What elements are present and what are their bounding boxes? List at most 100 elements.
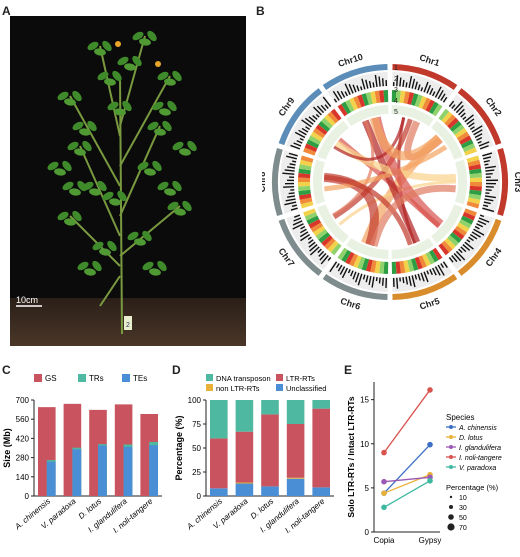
size-legend-label: 30 — [459, 505, 467, 512]
legend-label: TRs — [89, 374, 104, 383]
legend-label: DNA transposon — [216, 374, 271, 383]
stack-segment — [210, 400, 228, 438]
y-tick-label: 0 — [25, 492, 30, 501]
scale-text: 10cm — [16, 295, 38, 305]
legend-swatch — [78, 374, 86, 382]
plant-photo: 2 10cm — [10, 16, 246, 346]
size-dot — [447, 523, 454, 530]
data-point — [381, 504, 387, 510]
legend-label: TEs — [133, 374, 147, 383]
y-tick-label: 50 — [192, 444, 201, 453]
track-number: 5 — [394, 109, 398, 116]
heatmap-cell — [298, 182, 310, 186]
density-bar — [397, 278, 398, 289]
stack-segment — [287, 479, 305, 496]
y-tick-label: 5 — [365, 484, 370, 493]
y-axis-label: Solo LTR-RTs / Intact LTR-RTs — [346, 396, 356, 517]
series-line — [384, 390, 430, 453]
chr-label: Chr10 — [337, 52, 364, 69]
legend-label: I. glandulifera — [459, 445, 501, 452]
category-label: Gypsy — [419, 536, 442, 545]
circos-svg: Chr1Chr2Chr3Chr4Chr5Chr6Chr7Chr8Chr9Chr1… — [262, 10, 520, 354]
y-tick-label: 15 — [360, 396, 369, 405]
chr-label: Chr5 — [418, 296, 441, 312]
legend-dot — [449, 455, 453, 459]
chr-label: Chr6 — [339, 296, 362, 312]
legend-swatch — [122, 374, 130, 382]
legend-swatch — [34, 374, 42, 382]
data-point — [427, 387, 433, 393]
y-tick-label: 100 — [188, 396, 202, 405]
density-bar — [373, 82, 374, 87]
legend-swatch — [276, 384, 283, 391]
density-bar — [406, 82, 407, 87]
size-dot — [448, 514, 454, 520]
size-legend-title: Percentage (%) — [446, 483, 499, 492]
data-point — [381, 450, 387, 456]
y-tick-label: 0 — [365, 528, 370, 537]
legend-label: A. chinensis — [458, 425, 497, 432]
size-dot — [449, 505, 453, 509]
legend-dot — [449, 425, 453, 429]
legend-title: Species — [446, 413, 474, 422]
legend-swatch — [276, 374, 283, 381]
legend-label: I. noli-tangere — [459, 455, 502, 462]
legend-label: D. lotus — [459, 435, 483, 442]
stack-segment — [210, 488, 228, 496]
size-legend-label: 70 — [459, 525, 467, 532]
y-tick-label: 700 — [16, 396, 30, 405]
stack-segment — [236, 484, 254, 496]
stack-segment — [236, 483, 254, 484]
stack-segment — [287, 424, 305, 478]
y-tick-label: 10 — [360, 440, 369, 449]
bar-tes — [98, 446, 107, 496]
heatmap-cell — [470, 178, 482, 182]
y-tick-label: 280 — [16, 454, 30, 463]
y-tick-label: 25 — [192, 468, 201, 477]
size-legend-label: 50 — [459, 515, 467, 522]
pot-label-text: 2 — [126, 322, 130, 329]
stack-segment — [261, 486, 279, 496]
density-bar — [486, 174, 493, 175]
stack-segment — [236, 400, 254, 432]
y-tick-label: 560 — [16, 415, 30, 424]
size-dot — [450, 496, 452, 498]
stack-segment — [312, 400, 330, 409]
legend-label: non LTR-RTs — [216, 384, 260, 393]
data-point — [381, 490, 387, 496]
density-bar — [292, 161, 296, 162]
series-line — [384, 445, 430, 494]
density-bar — [400, 78, 401, 87]
bar-tes — [47, 462, 56, 496]
track-green — [455, 160, 467, 204]
data-point — [381, 479, 387, 485]
data-point — [427, 478, 433, 484]
stack-segment — [236, 432, 254, 483]
density-bar — [289, 193, 295, 194]
y-tick-label: 0 — [197, 492, 202, 501]
stack-segment — [312, 409, 330, 488]
legend-swatch — [206, 384, 213, 391]
legend-dot — [449, 465, 453, 469]
y-tick-label: 75 — [192, 420, 201, 429]
bar-tes — [124, 447, 133, 496]
legend-label: LTR-RTs — [286, 374, 315, 383]
track-green — [313, 160, 325, 204]
track-number: 3 — [394, 87, 398, 94]
stack-segment — [261, 414, 279, 486]
density-bar — [403, 277, 404, 283]
legend-swatch — [206, 374, 213, 381]
track-gc — [482, 150, 500, 213]
density-bar — [380, 277, 381, 283]
stack-segment — [287, 400, 305, 424]
legend-label: GS — [45, 374, 57, 383]
track-number: 1 — [394, 65, 398, 72]
bar-tes — [72, 449, 81, 496]
